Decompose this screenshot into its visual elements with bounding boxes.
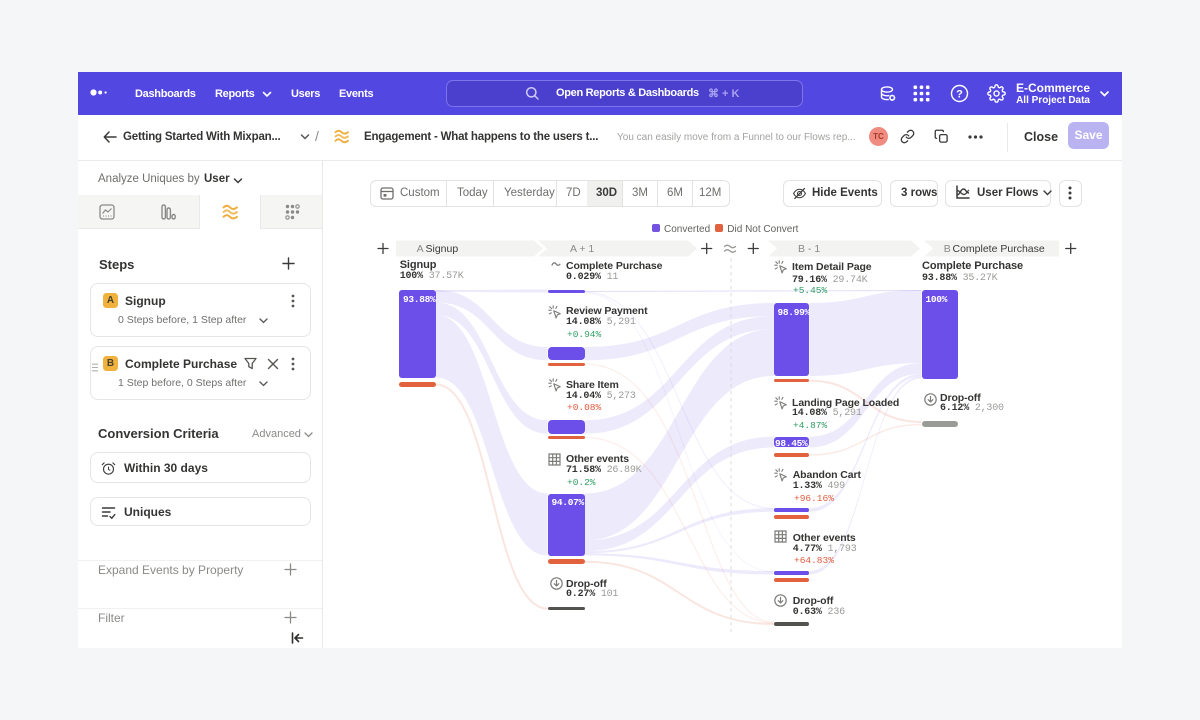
svg-text:B - 1: B - 1 bbox=[798, 243, 820, 255]
svg-text:A + 1: A + 1 bbox=[570, 243, 594, 255]
svg-text:Signup: Signup bbox=[426, 243, 459, 255]
svg-text:Complete Purchase: Complete Purchase bbox=[953, 243, 1045, 255]
svg-text:?: ? bbox=[956, 89, 963, 101]
svg-text:A: A bbox=[417, 243, 424, 255]
svg-text:B: B bbox=[944, 243, 951, 255]
